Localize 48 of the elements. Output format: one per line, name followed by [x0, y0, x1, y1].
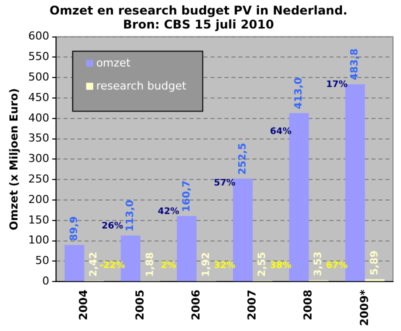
chart-title: Omzet en research budget PV in Nederland. [50, 3, 348, 18]
y-tick-label: 0 [42, 274, 50, 288]
x-tick-label: 2007 [246, 290, 259, 320]
y-tick-label: 200 [28, 192, 50, 206]
legend-label: research budget [96, 80, 187, 93]
y-tick-label: 300 [28, 152, 50, 166]
y-tick-label: 50 [35, 254, 50, 268]
annotation: 42% [158, 207, 180, 218]
x-tick-label: 2006 [189, 289, 202, 320]
annotation: 67% [326, 260, 348, 271]
y-tick-label: 250 [28, 172, 50, 186]
bar [64, 244, 84, 282]
data-label: 2,42 [88, 252, 100, 277]
annotation: 17% [326, 80, 348, 90]
annotation: 2% [160, 260, 176, 271]
annotation: 57% [214, 178, 236, 189]
data-label: 113,0 [125, 200, 136, 232]
y-tick-label: 550 [28, 50, 50, 64]
y-tick-label: 500 [28, 70, 50, 84]
x-tick-label: 2005 [133, 290, 146, 320]
annotation: 32% [214, 260, 236, 271]
x-tick-label: 2008 [302, 290, 315, 320]
bar [176, 216, 197, 282]
y-tick-label: 450 [28, 90, 50, 104]
data-label: 2,55 [257, 252, 268, 277]
annotation: 64% [270, 127, 292, 138]
annotation: -22% [100, 260, 125, 271]
x-tick-label: 2009* [358, 289, 371, 326]
data-label: 1,92 [200, 252, 212, 277]
data-label: 3,53 [313, 251, 324, 276]
annotation: 26% [102, 222, 124, 232]
y-tick-label: 400 [28, 111, 50, 124]
y-tick-label: 350 [28, 132, 50, 145]
legend-label: omzet [96, 56, 132, 70]
data-label: 413,0 [294, 77, 305, 110]
data-label: 160,7 [181, 180, 192, 212]
data-label: 483,8 [350, 48, 361, 80]
y-tick-label: 150 [28, 213, 50, 226]
y-tick-label: 600 [28, 30, 50, 43]
annotation: 38% [270, 260, 292, 271]
chart-subtitle: Bron: CBS 15 juli 2010 [123, 18, 274, 32]
y-axis-title: Omzet (x Miljoen Euro) [7, 88, 20, 230]
y-tick-label: 100 [28, 234, 50, 247]
data-label: 5,89 [369, 250, 380, 276]
x-tick-label: 2004 [77, 289, 90, 320]
data-label: 1,88 [144, 252, 156, 277]
data-label: 252,5 [237, 142, 248, 175]
data-label: 89,9 [69, 216, 80, 241]
